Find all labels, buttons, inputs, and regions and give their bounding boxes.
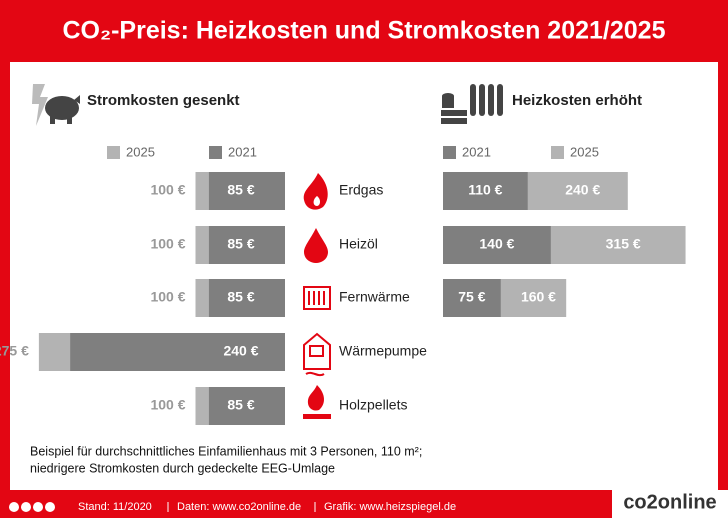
value-label: 315 € (606, 236, 641, 252)
value-label: 110 € (468, 182, 502, 198)
footer-item: Daten: www.co2online.de (177, 501, 301, 513)
category-label: Heizöl (339, 236, 378, 252)
footer: Stand: 11/2020 Daten: www.co2online.de G… (9, 490, 728, 518)
heiz-icon (441, 84, 503, 124)
value-label: 240 € (223, 343, 258, 359)
value-label: 275 € (0, 343, 29, 359)
legend-label: 2025 (126, 144, 155, 159)
value-label: 160 € (521, 289, 556, 305)
value-label: 85 € (227, 289, 254, 305)
value-label: 75 € (458, 289, 485, 305)
bar (443, 226, 551, 264)
bar (443, 279, 501, 317)
legend-label: 2021 (462, 144, 491, 159)
legend-label: 2025 (570, 144, 599, 159)
value-label: 85 € (227, 397, 254, 413)
footer-item: Stand: 11/2020 (78, 501, 152, 513)
bar (208, 387, 285, 425)
legend-swatch (209, 146, 222, 159)
footnote-line: niedrigere Stromkosten durch gedeckelte … (30, 461, 335, 475)
value-label: 100 € (150, 397, 185, 413)
category-label: Erdgas (339, 182, 383, 198)
bar (443, 172, 528, 210)
logo-box (612, 490, 728, 518)
section-title: Heizkosten erhöht (512, 92, 642, 109)
category-label: Fernwärme (339, 289, 410, 305)
footer-item: Grafik: www.heizspiegel.de (324, 501, 456, 513)
bar (208, 279, 285, 317)
category-label: Wärmepumpe (339, 343, 427, 359)
section-title: Stromkosten gesenkt (87, 92, 240, 109)
value-label: 100 € (150, 289, 185, 305)
panel (10, 62, 718, 490)
charts: Stromkosten gesenkt 2025 2021 Erdgas Heizöl F… (0, 92, 686, 425)
value-label: 85 € (227, 182, 254, 198)
bar (70, 333, 285, 371)
category-label: Holzpellets (339, 397, 407, 413)
value-label: 240 € (565, 182, 600, 198)
footnote-line: Beispiel für durchschnittliches Einfamil… (30, 444, 422, 458)
legend-swatch (443, 146, 456, 159)
value-label: 100 € (150, 236, 185, 252)
value-label: 85 € (227, 236, 254, 252)
strom-icon (32, 84, 80, 126)
legend-swatch (551, 146, 564, 159)
legend-swatch (107, 146, 120, 159)
bar (208, 172, 285, 210)
value-label: 100 € (150, 182, 185, 198)
category-icons (303, 173, 331, 419)
title: CO₂-Preis: Heizkosten und Stromkosten 20… (63, 17, 666, 45)
logo: co2online (623, 491, 716, 513)
legend-label: 2021 (228, 144, 257, 159)
value-label: 140 € (479, 236, 514, 252)
bar (208, 226, 285, 264)
